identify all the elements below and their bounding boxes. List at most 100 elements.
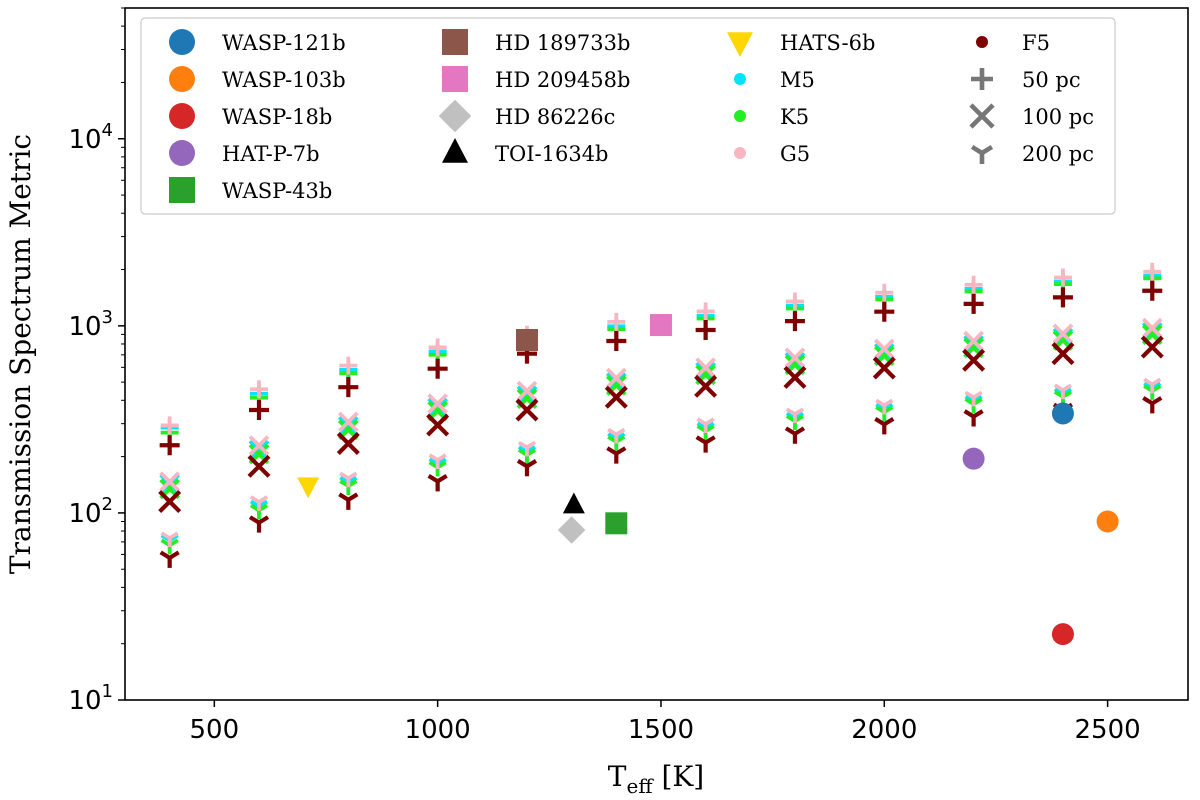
- x-tick-label-500: 500: [190, 715, 240, 745]
- point-F5-1800K-100pc: [783, 365, 807, 389]
- point-F5-1000K-50pc: [427, 358, 448, 379]
- legend-marker-HD-209458b: [442, 66, 468, 92]
- point-F5-600K-50pc: [248, 399, 269, 420]
- legend-label-HATS-6b: HATS-6b: [780, 31, 875, 55]
- point-F5-2600K-100pc: [1140, 335, 1164, 359]
- point-G5-2400K-100pc: [1052, 323, 1074, 345]
- point-M5-1800K-100pc: [784, 351, 806, 373]
- legend: WASP-121b WASP-103b WASP-18b HAT-P-7b WASP-4…: [140, 17, 1116, 215]
- point-HD-209458b: [649, 314, 672, 337]
- point-F5-2200K-50pc: [963, 293, 984, 314]
- legend-label-100-pc: 100 pc: [1022, 105, 1094, 129]
- legend-marker-HD-86226c: [438, 99, 472, 133]
- point-G5-2000K-100pc: [873, 338, 895, 360]
- point-F5-2000K-100pc: [872, 356, 896, 380]
- y-tick-label-10: 101: [68, 681, 113, 716]
- point-F5-1200K-100pc: [515, 398, 539, 422]
- point-G5-1800K-50pc: [785, 292, 804, 311]
- point-F5-2400K-50pc: [1052, 287, 1073, 308]
- point-F5-800K-50pc: [338, 377, 359, 398]
- point-G5-1600K-50pc: [696, 302, 715, 321]
- legend-marker-WASP-121b: [169, 29, 195, 55]
- point-F5-1400K-200pc: [606, 446, 627, 464]
- point-G5-2200K-100pc: [963, 330, 984, 352]
- point-G5-2600K-50pc: [1143, 262, 1162, 281]
- point-G5-1400K-50pc: [607, 312, 626, 331]
- legend-label-HD-189733b: HD 189733b: [495, 31, 630, 55]
- point-G5-1200K-100pc: [516, 380, 538, 402]
- point-WASP-103b: [1096, 510, 1119, 533]
- point-G5-800K-100pc: [337, 411, 359, 433]
- point-F5-2000K-50pc: [874, 301, 895, 322]
- point-G5-600K-50pc: [249, 380, 268, 399]
- legend-label-HAT-P-7b: HAT-P-7b: [222, 142, 320, 166]
- point-G5-800K-50pc: [339, 356, 358, 375]
- point-G5-400K-200pc: [160, 531, 179, 548]
- plot-frame: [124, 7, 1189, 701]
- legend-marker-WASP-18b: [169, 103, 195, 129]
- legend-label-G5: G5: [780, 142, 810, 166]
- point-F5-1400K-100pc: [604, 385, 628, 409]
- point-HATS-6b: [297, 477, 320, 499]
- y-tick-label-1000: 103: [68, 307, 113, 342]
- legend-marker-HATS-6b: [727, 32, 753, 57]
- point-G5-400K-100pc: [159, 471, 181, 493]
- point-G5-600K-200pc: [249, 495, 269, 511]
- point-F5-2400K-100pc: [1051, 342, 1075, 366]
- point-HD-86226c: [557, 516, 586, 544]
- point-G5-1800K-100pc: [784, 347, 806, 369]
- point-F5-800K-100pc: [336, 432, 360, 455]
- point-G5-2600K-200pc: [1143, 377, 1162, 394]
- y-tick-label-100: 102: [68, 494, 113, 529]
- point-F5-2600K-200pc: [1142, 396, 1163, 414]
- point-G5-1800K-200pc: [785, 407, 805, 424]
- point-HD-189733b: [515, 329, 538, 352]
- point-F5-400K-100pc: [158, 490, 182, 514]
- y-axis-label: Transmission Spectrum Metric: [4, 134, 37, 574]
- legend-marker-G5: [734, 147, 746, 159]
- y-tick-label-10000: 104: [68, 120, 113, 155]
- point-G5-1000K-50pc: [428, 338, 447, 357]
- point-F5-1000K-200pc: [427, 474, 448, 492]
- point-F5-1600K-100pc: [694, 374, 718, 398]
- y-axis: 101 102 103 104: [68, 7, 125, 716]
- plot-marks: [158, 262, 1164, 646]
- point-F5-2200K-200pc: [963, 409, 984, 427]
- legend-marker-M5: [734, 73, 746, 85]
- x-tick-label-2500: 2500: [1075, 715, 1141, 745]
- point-M5-800K-100pc: [337, 415, 359, 437]
- point-HAT-P-7b: [962, 447, 985, 470]
- legend-label-50-pc: 50 pc: [1022, 68, 1081, 92]
- point-M5-1000K-100pc: [427, 397, 448, 419]
- point-F5-1400K-50pc: [606, 330, 627, 351]
- legend-marker-TOI-1634b: [442, 138, 468, 163]
- point-WASP-121b: [1051, 402, 1074, 425]
- x-axis: 500 1000 1500 2000 2500: [190, 700, 1141, 745]
- point-F5-2600K-50pc: [1142, 280, 1163, 301]
- point-G5-2200K-200pc: [964, 390, 983, 407]
- legend-label-HD-209458b: HD 209458b: [495, 68, 630, 92]
- legend-marker-HAT-P-7b: [169, 140, 195, 166]
- x-axis-label: Teff [K]: [608, 760, 704, 798]
- x-tick-label-1000: 1000: [405, 715, 471, 745]
- point-F5-1800K-200pc: [784, 426, 806, 444]
- legend-label-WASP-103b: WASP-103b: [222, 68, 346, 92]
- point-F5-2000K-200pc: [874, 417, 895, 435]
- point-F5-800K-200pc: [338, 492, 359, 510]
- point-F5-1600K-200pc: [695, 435, 716, 453]
- point-G5-400K-50pc: [160, 416, 179, 435]
- point-G5-2600K-100pc: [1141, 317, 1163, 339]
- point-G5-1400K-200pc: [607, 427, 626, 444]
- point-G5-1600K-100pc: [695, 357, 716, 379]
- legend-marker-HD-189733b: [442, 29, 468, 55]
- point-G5-600K-100pc: [248, 435, 270, 456]
- legend-label-WASP-43b: WASP-43b: [222, 179, 332, 203]
- point-WASP-43b: [605, 512, 628, 535]
- point-G5-800K-200pc: [339, 471, 358, 488]
- legend-marker-100-pc: [969, 103, 995, 129]
- legend-label-WASP-121b: WASP-121b: [222, 31, 346, 55]
- legend-label-TOI-1634b: TOI-1634b: [495, 142, 609, 166]
- legend-box: [140, 17, 1116, 215]
- point-F5-1800K-50pc: [784, 311, 805, 332]
